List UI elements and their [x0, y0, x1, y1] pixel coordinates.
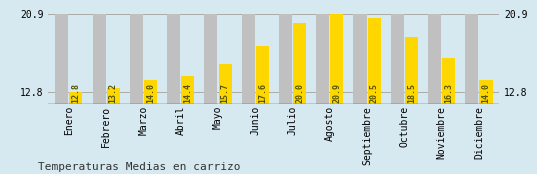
Bar — [69, 92, 83, 104]
Bar — [465, 14, 478, 104]
Bar — [368, 18, 381, 104]
Bar — [181, 77, 194, 104]
Bar — [55, 14, 68, 104]
Bar — [242, 14, 255, 104]
Bar — [144, 80, 157, 104]
Bar — [428, 14, 441, 104]
Text: Temperaturas Medias en carrizo: Temperaturas Medias en carrizo — [38, 162, 240, 172]
Text: 16.3: 16.3 — [444, 83, 453, 103]
Text: 17.6: 17.6 — [258, 83, 267, 103]
Bar — [316, 14, 329, 104]
Text: 18.5: 18.5 — [407, 83, 416, 103]
Text: 12.8: 12.8 — [71, 83, 81, 103]
Bar — [107, 88, 120, 104]
Bar — [279, 14, 292, 104]
Bar — [480, 80, 492, 104]
Bar — [391, 14, 404, 104]
Bar — [330, 14, 343, 104]
Bar — [219, 64, 231, 104]
Bar — [92, 14, 106, 104]
Bar — [205, 14, 217, 104]
Text: 14.4: 14.4 — [183, 83, 192, 103]
Bar — [256, 46, 269, 104]
Bar — [167, 14, 180, 104]
Text: 14.0: 14.0 — [482, 83, 490, 103]
Text: 20.9: 20.9 — [332, 83, 342, 103]
Bar — [130, 14, 143, 104]
Text: 15.7: 15.7 — [221, 83, 229, 103]
Bar — [405, 37, 418, 104]
Text: 20.0: 20.0 — [295, 83, 304, 103]
Text: 14.0: 14.0 — [146, 83, 155, 103]
Bar — [293, 23, 306, 104]
Text: 20.5: 20.5 — [369, 83, 379, 103]
Bar — [353, 14, 367, 104]
Text: 13.2: 13.2 — [108, 83, 118, 103]
Bar — [442, 58, 455, 104]
